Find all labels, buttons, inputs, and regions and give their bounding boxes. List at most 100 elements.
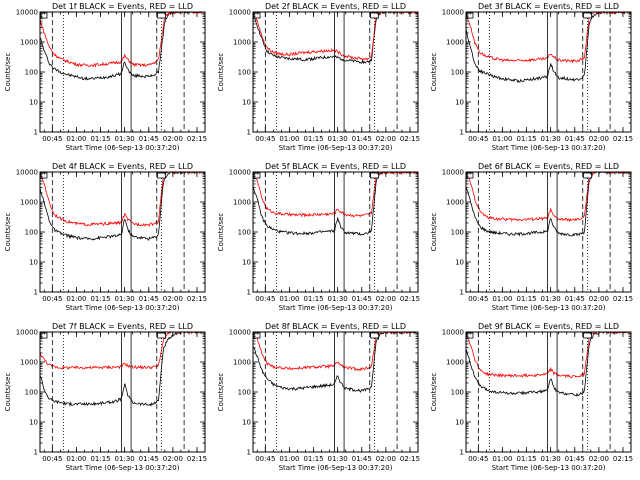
x-axis-label: Start Time (06-Sep-13 00:37:20) bbox=[66, 304, 180, 312]
x-tick-label: 01:45 bbox=[139, 135, 159, 143]
y-tick-label: 10 bbox=[455, 99, 464, 107]
x-tick-label: 01:15 bbox=[303, 455, 323, 463]
x-tick-label: 01:00 bbox=[492, 455, 512, 463]
y-tick-label: 100 bbox=[25, 389, 38, 397]
y-tick-label: 100 bbox=[25, 229, 38, 237]
panel-det-6: Det 6f BLACK = Events, RED = LLD 1 10 100 10… bbox=[430, 162, 633, 312]
y-tick-label: 10000 bbox=[16, 329, 38, 337]
lld-series-line bbox=[40, 332, 205, 370]
x-tick-label: 02:15 bbox=[613, 295, 633, 303]
x-tick-label: 02:15 bbox=[187, 455, 207, 463]
events-series-line bbox=[253, 332, 417, 393]
x-tick-label: 01:15 bbox=[90, 135, 110, 143]
y-tick-label: 10000 bbox=[229, 9, 251, 17]
attenuator-flag-box bbox=[157, 12, 167, 19]
x-tick-label: 01:15 bbox=[90, 455, 110, 463]
axes-frame bbox=[39, 331, 206, 453]
attenuator-flag-box bbox=[583, 332, 593, 339]
x-tick-label: 00:45 bbox=[255, 135, 275, 143]
attenuator-flag-box bbox=[583, 172, 593, 179]
x-tick-label: 01:00 bbox=[279, 455, 299, 463]
x-tick-label: 00:45 bbox=[42, 295, 62, 303]
x-tick-label: 01:45 bbox=[352, 455, 372, 463]
x-tick-label: 01:45 bbox=[352, 135, 372, 143]
panel-title: Det 7f BLACK = Events, RED = LLD bbox=[52, 322, 193, 331]
y-tick-label: 1 bbox=[460, 129, 464, 137]
y-tick-label: 10000 bbox=[442, 9, 464, 17]
x-tick-label: 01:00 bbox=[279, 295, 299, 303]
y-tick-label: 10000 bbox=[442, 169, 464, 177]
y-tick-label: 10000 bbox=[16, 169, 38, 177]
lld-series-line bbox=[466, 12, 631, 64]
events-series-line bbox=[40, 12, 205, 81]
panel-det-4: Det 4f BLACK = Events, RED = LLD 1 10 100 10… bbox=[4, 162, 207, 312]
lld-series-line bbox=[253, 332, 418, 372]
y-tick-label: 100 bbox=[238, 229, 251, 237]
panel-det-7: Det 7f BLACK = Events, RED = LLD 1 10 100 10… bbox=[4, 322, 207, 472]
y-tick-label: 1 bbox=[460, 449, 464, 457]
x-tick-label: 01:00 bbox=[492, 295, 512, 303]
lld-series-line bbox=[253, 172, 418, 218]
x-tick-label: 01:15 bbox=[516, 455, 536, 463]
x-tick-label: 02:00 bbox=[163, 455, 183, 463]
attenuator-flag-box bbox=[370, 12, 380, 19]
y-tick-label: 1 bbox=[460, 289, 464, 297]
events-series-line bbox=[253, 12, 418, 65]
events-series-line bbox=[40, 332, 205, 407]
y-tick-label: 1 bbox=[247, 449, 251, 457]
x-tick-label: 02:15 bbox=[400, 295, 420, 303]
y-tick-label: 1000 bbox=[233, 39, 251, 47]
x-tick-label: 00:45 bbox=[468, 455, 488, 463]
x-tick-label: 00:45 bbox=[42, 135, 62, 143]
x-tick-label: 01:45 bbox=[352, 295, 372, 303]
x-axis-label: Start Time (06-Sep-13 00:37:20) bbox=[279, 464, 393, 472]
events-series-line bbox=[40, 172, 205, 241]
x-tick-label: 00:45 bbox=[255, 295, 275, 303]
y-tick-label: 10 bbox=[455, 259, 464, 267]
x-axis-label: Start Time (06-Sep-13 00:37:20) bbox=[492, 304, 606, 312]
attenuator-flag-box bbox=[157, 332, 167, 339]
y-tick-label: 1000 bbox=[233, 359, 251, 367]
axes-frame bbox=[39, 11, 206, 133]
lld-series-line bbox=[466, 172, 631, 223]
x-tick-label: 01:30 bbox=[115, 135, 135, 143]
axes-frame bbox=[252, 11, 419, 133]
y-tick-label: 10 bbox=[29, 419, 38, 427]
y-tick-label: 1000 bbox=[446, 199, 464, 207]
x-tick-label: 01:30 bbox=[115, 455, 135, 463]
panel-title: Det 3f BLACK = Events, RED = LLD bbox=[478, 2, 619, 11]
events-series-line bbox=[466, 332, 631, 397]
x-tick-label: 01:45 bbox=[139, 455, 159, 463]
y-tick-label: 100 bbox=[238, 69, 251, 77]
attenuator-flag-box bbox=[157, 172, 167, 179]
x-axis-label: Start Time (06-Sep-13 00:37:20) bbox=[279, 304, 393, 312]
x-tick-label: 01:00 bbox=[279, 135, 299, 143]
axes-frame bbox=[252, 171, 419, 293]
y-axis-label: Counts/sec bbox=[4, 213, 12, 252]
x-axis-label: Start Time (06-Sep-13 00:37:20) bbox=[66, 464, 180, 472]
panel-det-9: Det 9f BLACK = Events, RED = LLD 1 10 100 10… bbox=[430, 322, 633, 472]
x-axis-label: Start Time (06-Sep-13 00:37:20) bbox=[492, 464, 606, 472]
y-tick-label: 1000 bbox=[20, 359, 38, 367]
x-tick-label: 01:15 bbox=[90, 295, 110, 303]
panel-det-3: Det 3f BLACK = Events, RED = LLD 1 10 100 10… bbox=[430, 2, 633, 152]
x-tick-label: 02:15 bbox=[400, 455, 420, 463]
x-tick-label: 01:00 bbox=[66, 295, 86, 303]
y-tick-label: 1000 bbox=[446, 359, 464, 367]
x-tick-label: 02:00 bbox=[376, 135, 396, 143]
x-tick-label: 02:00 bbox=[376, 455, 396, 463]
y-tick-label: 10 bbox=[29, 259, 38, 267]
y-axis-label: Counts/sec bbox=[430, 213, 438, 252]
panel-title: Det 9f BLACK = Events, RED = LLD bbox=[478, 322, 619, 331]
lld-series-line bbox=[40, 172, 205, 227]
x-tick-label: 00:45 bbox=[468, 295, 488, 303]
x-tick-label: 02:00 bbox=[163, 295, 183, 303]
panel-det-8: Det 8f BLACK = Events, RED = LLD 1 10 100 10… bbox=[217, 322, 420, 472]
x-tick-label: 01:15 bbox=[516, 295, 536, 303]
axes-frame bbox=[252, 331, 419, 453]
x-tick-label: 02:15 bbox=[187, 295, 207, 303]
x-tick-label: 00:45 bbox=[42, 455, 62, 463]
x-tick-label: 01:45 bbox=[565, 135, 585, 143]
attenuator-flag-box bbox=[370, 172, 380, 179]
y-tick-label: 1000 bbox=[446, 39, 464, 47]
